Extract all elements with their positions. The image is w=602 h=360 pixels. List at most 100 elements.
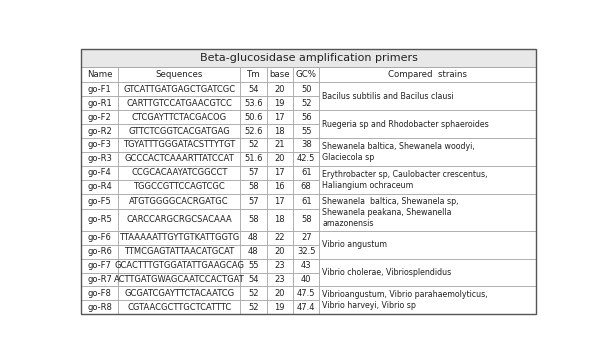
Bar bbox=[118, 96, 240, 110]
Bar bbox=[293, 67, 320, 82]
Text: Erythrobacter sp, Caulobacter crescentus,
Haliangium ochraceum: Erythrobacter sp, Caulobacter crescentus… bbox=[322, 170, 488, 190]
Text: 42.5: 42.5 bbox=[297, 154, 315, 163]
Text: 17: 17 bbox=[275, 168, 285, 177]
Text: 18: 18 bbox=[275, 127, 285, 136]
Text: base: base bbox=[270, 70, 290, 79]
Bar bbox=[118, 180, 240, 194]
Bar bbox=[240, 67, 267, 82]
Bar bbox=[81, 231, 118, 245]
Text: 18: 18 bbox=[275, 215, 285, 224]
Bar bbox=[267, 152, 293, 166]
Text: 19: 19 bbox=[275, 99, 285, 108]
Bar bbox=[293, 300, 320, 314]
Text: Shewanela baltica, Shewanela woodyi,
Glaciecola sp: Shewanela baltica, Shewanela woodyi, Gla… bbox=[322, 142, 475, 162]
Bar bbox=[293, 138, 320, 152]
Bar bbox=[240, 194, 267, 209]
Bar bbox=[293, 96, 320, 110]
Text: 20: 20 bbox=[275, 85, 285, 94]
Bar bbox=[240, 273, 267, 287]
Text: go-F4: go-F4 bbox=[88, 168, 111, 177]
Bar bbox=[240, 258, 267, 273]
Text: GCGATCGAYTTCTACAATCG: GCGATCGAYTTCTACAATCG bbox=[124, 289, 234, 298]
Bar bbox=[320, 166, 536, 194]
Text: 17: 17 bbox=[275, 113, 285, 122]
Text: go-R8: go-R8 bbox=[87, 303, 112, 312]
Text: Bacilus subtilis and Bacilus clausi: Bacilus subtilis and Bacilus clausi bbox=[322, 92, 454, 101]
Bar bbox=[81, 96, 118, 110]
Text: 52.6: 52.6 bbox=[244, 127, 262, 136]
Bar bbox=[118, 231, 240, 245]
Bar bbox=[118, 194, 240, 209]
Text: 54: 54 bbox=[248, 85, 259, 94]
Bar bbox=[118, 152, 240, 166]
Text: go-F5: go-F5 bbox=[88, 197, 111, 206]
Bar bbox=[267, 138, 293, 152]
Bar bbox=[118, 124, 240, 138]
Bar bbox=[240, 180, 267, 194]
Bar bbox=[293, 194, 320, 209]
Text: 48: 48 bbox=[248, 233, 259, 242]
Text: GC%: GC% bbox=[296, 70, 317, 79]
Bar bbox=[240, 152, 267, 166]
Bar bbox=[81, 124, 118, 138]
Text: 17: 17 bbox=[275, 197, 285, 206]
Text: GTTCTCGGTCACGATGAG: GTTCTCGGTCACGATGAG bbox=[128, 127, 230, 136]
Bar bbox=[267, 287, 293, 300]
Bar bbox=[240, 245, 267, 258]
Text: Sequences: Sequences bbox=[155, 70, 203, 79]
Text: 50.6: 50.6 bbox=[244, 113, 262, 122]
Text: 57: 57 bbox=[248, 197, 259, 206]
Text: go-R3: go-R3 bbox=[87, 154, 112, 163]
Bar bbox=[267, 110, 293, 124]
Bar bbox=[267, 180, 293, 194]
Text: Vibrio cholerae, Vibriosplendidus: Vibrio cholerae, Vibriosplendidus bbox=[322, 268, 452, 277]
Bar bbox=[293, 110, 320, 124]
Text: go-R6: go-R6 bbox=[87, 247, 112, 256]
Text: 40: 40 bbox=[301, 275, 311, 284]
Text: GCACTTTGTGGATATTGAAGCAG: GCACTTTGTGGATATTGAAGCAG bbox=[114, 261, 244, 270]
Text: Shewanela  baltica, Shewanela sp,
Shewanela peakana, Shewanella
amazonensis: Shewanela baltica, Shewanela sp, Shewane… bbox=[322, 197, 459, 228]
Bar bbox=[320, 67, 536, 82]
Text: go-F1: go-F1 bbox=[88, 85, 111, 94]
Bar bbox=[118, 273, 240, 287]
Bar bbox=[267, 209, 293, 231]
Bar bbox=[267, 194, 293, 209]
Text: go-F2: go-F2 bbox=[88, 113, 111, 122]
Bar bbox=[81, 273, 118, 287]
Bar bbox=[118, 67, 240, 82]
Text: 20: 20 bbox=[275, 247, 285, 256]
Bar bbox=[81, 67, 118, 82]
Text: CARCCARGCRGCSACAAA: CARCCARGCRGCSACAAA bbox=[126, 215, 232, 224]
Text: 27: 27 bbox=[301, 233, 312, 242]
Text: go-R4: go-R4 bbox=[87, 182, 112, 191]
Text: 21: 21 bbox=[275, 140, 285, 149]
Bar bbox=[293, 82, 320, 96]
Bar bbox=[81, 138, 118, 152]
Bar bbox=[320, 258, 536, 287]
Text: 48: 48 bbox=[248, 247, 259, 256]
Text: 23: 23 bbox=[275, 275, 285, 284]
Bar bbox=[267, 166, 293, 180]
Bar bbox=[267, 124, 293, 138]
Text: go-F7: go-F7 bbox=[87, 261, 111, 270]
Bar bbox=[267, 273, 293, 287]
Bar bbox=[293, 152, 320, 166]
Bar bbox=[118, 245, 240, 258]
Text: 58: 58 bbox=[248, 182, 259, 191]
Bar bbox=[267, 258, 293, 273]
Bar bbox=[240, 82, 267, 96]
Bar bbox=[320, 82, 536, 110]
Text: Compared  strains: Compared strains bbox=[388, 70, 467, 79]
Bar bbox=[240, 166, 267, 180]
Bar bbox=[118, 287, 240, 300]
Bar bbox=[293, 258, 320, 273]
Text: CCGCACAAYATCGGCCT: CCGCACAAYATCGGCCT bbox=[131, 168, 228, 177]
Bar bbox=[267, 96, 293, 110]
Bar bbox=[293, 231, 320, 245]
Text: 47.5: 47.5 bbox=[297, 289, 315, 298]
Bar bbox=[240, 124, 267, 138]
Bar bbox=[118, 110, 240, 124]
Text: ACTTGATGWAGCAATCCACTGAT: ACTTGATGWAGCAATCCACTGAT bbox=[114, 275, 244, 284]
Bar bbox=[293, 166, 320, 180]
Text: 43: 43 bbox=[301, 261, 312, 270]
